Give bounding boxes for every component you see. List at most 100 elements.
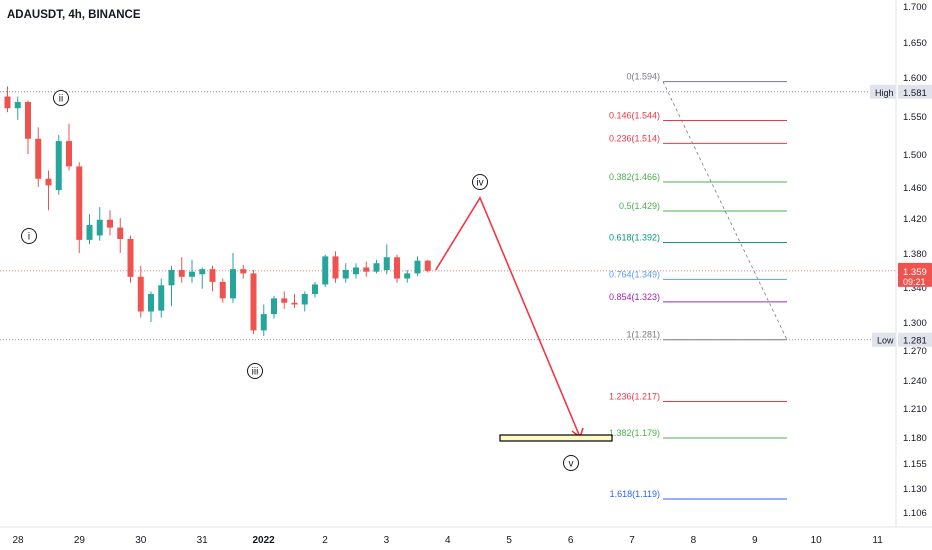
candle [158, 278, 165, 318]
current-price-value: 1.359 [903, 267, 927, 278]
price-tick: 1.180 [903, 433, 927, 444]
candle-body [260, 314, 267, 331]
fib-label: 0.236(1.514) [609, 133, 660, 143]
candle [342, 263, 349, 283]
price-tick: 1.300 [903, 318, 927, 329]
low-tag-label: Low [877, 336, 894, 346]
symbol-title: ADAUSDT, 4h, BINANCE [7, 9, 141, 21]
candle-body [76, 166, 83, 240]
candle-body [353, 267, 359, 275]
candle-body [25, 101, 31, 139]
candle-body [291, 302, 298, 305]
candle-body [312, 284, 318, 294]
candle-body [363, 267, 370, 272]
fib-label: 1.618(1.119) [610, 489, 660, 499]
candle [76, 162, 83, 253]
candle-body [383, 257, 390, 270]
candle [127, 235, 134, 283]
candle [250, 270, 257, 335]
candle-body [199, 269, 206, 275]
price-tick: 1.600 [903, 73, 927, 84]
wave-label-circle [247, 363, 263, 379]
candle [96, 207, 103, 241]
candle-body [281, 298, 288, 303]
countdown: 09:21 [903, 277, 926, 287]
candle-body [66, 141, 72, 167]
time-tick: 5 [506, 535, 512, 546]
fib-label: 1(1.281) [626, 330, 660, 340]
time-axis: 28 29 30 31 2022 2 3 4 5 6 7 8 9 10 11 [12, 535, 883, 546]
fib-label: 0.618(1.392) [609, 233, 660, 243]
candle [199, 267, 206, 289]
candle [414, 256, 421, 276]
candle [271, 295, 277, 319]
candle [45, 170, 52, 211]
time-tick: 10 [811, 535, 823, 546]
candle-body [14, 101, 21, 109]
fib-label: 1.382(1.179) [609, 428, 660, 438]
candle-body [414, 260, 421, 274]
candle-body [373, 263, 380, 272]
candle [404, 270, 411, 283]
candle-body [209, 269, 216, 282]
candle-body [219, 281, 226, 299]
candle [301, 291, 308, 312]
time-tick: 3 [384, 535, 390, 546]
candle [363, 261, 370, 277]
wave-label-text: iii [252, 367, 259, 378]
wave-label-iv: iv [472, 174, 488, 190]
candle [394, 254, 400, 283]
candle [353, 263, 359, 279]
wave-label-text: iv [476, 178, 483, 189]
candle [291, 294, 298, 308]
wave-label-circle [472, 174, 488, 190]
fib-label: 0.854(1.323) [609, 292, 660, 302]
time-tick: 28 [12, 535, 24, 546]
candle [424, 259, 431, 273]
price-axis: 1.700 1.650 1.600 1.550 1.500 1.460 1.420 1.380… [870, 2, 932, 519]
candle [107, 210, 113, 236]
time-tick: 9 [752, 535, 758, 546]
candle [148, 291, 154, 322]
candle-body [137, 276, 144, 312]
wave-label-text: i [28, 232, 30, 243]
wave-label-i: i [21, 228, 37, 244]
fib-label: 0.764(1.349) [609, 269, 660, 279]
price-tick: 1.240 [903, 376, 927, 387]
candle-body [4, 96, 11, 109]
price-tick: 1.700 [903, 2, 927, 13]
candle [332, 251, 339, 283]
low-value: 1.281 [903, 336, 927, 347]
candle-body [86, 225, 93, 240]
wave-label-ii: ii [53, 90, 69, 106]
high-tag-label: High [875, 88, 894, 98]
candle [322, 254, 329, 287]
time-tick: 2022 [252, 535, 275, 546]
wave-label-v: v [563, 455, 579, 471]
wave-label-circle [21, 228, 37, 244]
candle-body [394, 257, 400, 279]
candle [383, 244, 390, 275]
price-tick: 1.420 [903, 214, 927, 225]
fib-label: 0.382(1.466) [609, 172, 660, 182]
high-value: 1.581 [903, 88, 927, 99]
price-tick: 1.460 [903, 183, 927, 194]
candle [219, 278, 226, 303]
candle-body [301, 294, 308, 305]
candle [281, 291, 288, 309]
candle [312, 281, 318, 298]
gridlines [0, 0, 932, 528]
time-tick: 11 [872, 535, 883, 546]
price-tick: 1.210 [903, 404, 927, 415]
candle [260, 304, 267, 336]
candle [66, 123, 72, 171]
candle-body [168, 270, 175, 286]
fib-label: 1.236(1.217) [609, 391, 660, 401]
candle [178, 257, 185, 283]
candle-body [45, 178, 52, 186]
candle [117, 218, 124, 253]
candle-body [148, 294, 154, 312]
candle [4, 86, 11, 113]
